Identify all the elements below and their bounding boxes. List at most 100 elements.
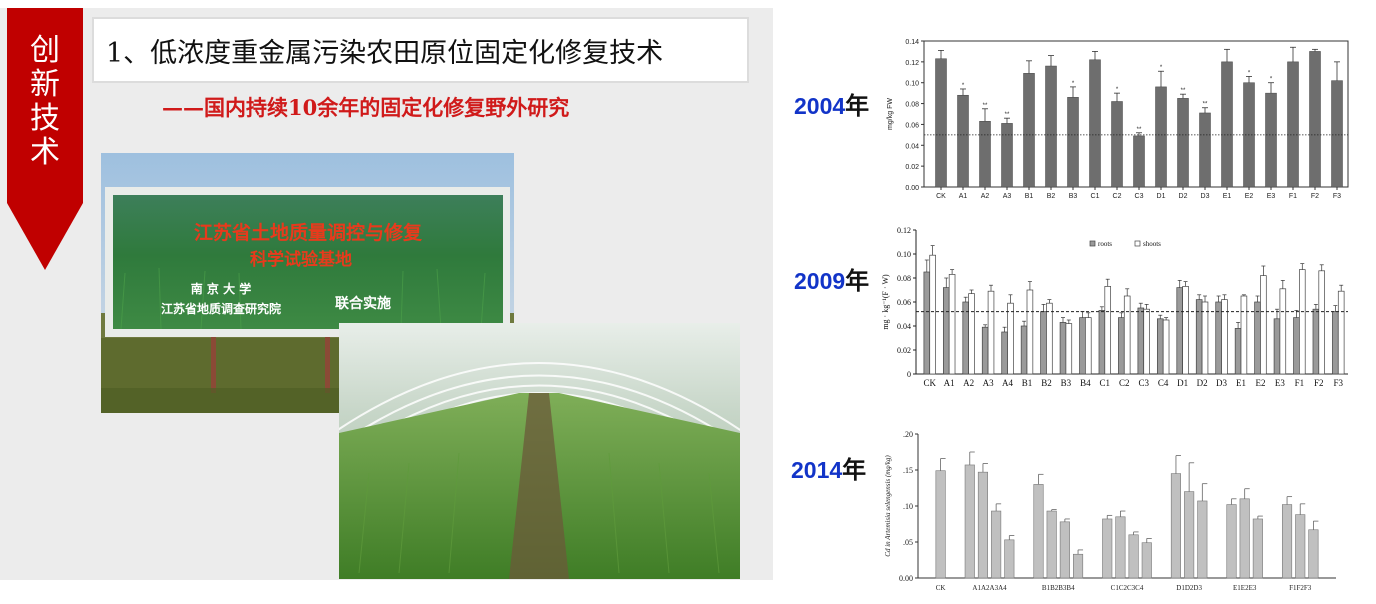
y-tick-label: 0.06 [905, 122, 919, 129]
x-tick-label: C3 [1138, 378, 1149, 388]
chart-2009: 0 0.02 0.04 0.06 0.08 0.10 0.12 mg · kg⁻¹(F · W… [881, 226, 1348, 388]
bar-shoots [1026, 289, 1034, 375]
y-tick-label: 0.14 [905, 39, 919, 46]
bar [935, 470, 946, 579]
x-tick-label: B3 [1069, 193, 1078, 200]
bar-shoots [1299, 269, 1306, 375]
x-tick-label: F1 [1289, 193, 1297, 200]
bar [1295, 514, 1306, 579]
x-tick-label: A4 [1002, 378, 1013, 388]
significance-mark: * [1160, 65, 1163, 71]
x-tick-label: D1 [1157, 193, 1166, 200]
year-label-2014: 2014年 [791, 456, 867, 484]
y-tick-label: 0.10 [905, 81, 919, 88]
y-axis-label: mg · kg⁻¹(F · W) [881, 274, 890, 330]
x-tick-label: D3 [1201, 193, 1210, 200]
bar [1221, 61, 1233, 188]
bar-roots [1059, 322, 1067, 375]
x-group-label: C1C2C3C4 [1111, 584, 1144, 592]
sign-line-1: 江苏省土地质量调控与修复 [194, 221, 423, 244]
bar-shoots [1337, 290, 1345, 375]
significance-mark: ** [1137, 127, 1142, 133]
y-tick-label: .05 [903, 538, 913, 547]
x-tick-label: B1 [1025, 193, 1034, 200]
x-group-label: F1F2F3 [1289, 584, 1312, 592]
significance-mark: ** [983, 103, 988, 109]
x-tick-label: E1 [1223, 193, 1232, 200]
sign-line-3: 南 京 大 学 [191, 281, 252, 296]
bar [1059, 521, 1070, 579]
significance-mark: * [962, 83, 965, 89]
bar-shoots [1162, 319, 1170, 375]
bar-shoots [1085, 317, 1092, 375]
bar [1170, 473, 1181, 579]
bar-shoots [1143, 308, 1150, 375]
bar [1199, 112, 1211, 188]
y-axis-label: Cd in Artemisia selengensis (mg/kg) [884, 455, 892, 557]
bar-roots [962, 301, 969, 375]
bar-roots [1312, 308, 1320, 375]
title-box: 1、低浓度重金属污染农田原位固定化修复技术 [92, 17, 749, 83]
bar [1046, 510, 1057, 579]
significance-mark: * [1072, 81, 1075, 87]
bar [964, 464, 975, 579]
innovation-tab: 创 新 技 术 [7, 8, 83, 270]
chart-2004: 0.00 0.02 0.04 0.06 0.08 0.10 0.12 0.14 mg/kg FW… [887, 39, 1349, 200]
x-tick-label: F3 [1334, 378, 1344, 388]
x-tick-label: A2 [963, 378, 974, 388]
bar-roots [1079, 317, 1086, 375]
bar [1033, 484, 1044, 579]
bar-shoots [1007, 302, 1014, 375]
bar [1001, 123, 1013, 188]
x-tick-label: A1 [959, 193, 968, 200]
bar [1111, 101, 1123, 188]
bar-roots [1001, 331, 1008, 375]
x-tick-label: C2 [1113, 193, 1122, 200]
bar-shoots [1065, 323, 1073, 375]
year-label-2009: 2009年 [794, 267, 870, 295]
y-tick-label: 0.08 [905, 102, 919, 109]
x-group-label: E1E2E3 [1233, 584, 1257, 592]
sign-line-2: 科学试验基地 [250, 249, 352, 270]
x-tick-label: F2 [1311, 193, 1319, 200]
x-tick-label: F2 [1314, 378, 1324, 388]
x-group-label: B1B2B3B4 [1042, 584, 1075, 592]
bar-shoots [1182, 286, 1189, 375]
bar [1197, 500, 1208, 579]
x-tick-label: E3 [1275, 378, 1285, 388]
legend-label-shoots: shoots [1143, 240, 1161, 248]
bar-roots [1176, 287, 1183, 375]
x-tick-label: D1 [1177, 378, 1188, 388]
x-tick-label: A3 [983, 378, 994, 388]
x-tick-label: CK [936, 193, 946, 200]
bar [1115, 516, 1126, 579]
significance-mark: * [1270, 77, 1273, 83]
page-title: 1、低浓度重金属污染农田原位固定化修复技术 [106, 38, 664, 69]
bar [1331, 80, 1343, 188]
bar-shoots [1240, 295, 1248, 375]
x-tick-label: D2 [1197, 378, 1208, 388]
bar [1308, 529, 1319, 579]
x-tick-label: C4 [1158, 378, 1169, 388]
bar-shoots [968, 293, 975, 375]
bar-roots [1332, 311, 1339, 375]
bar-roots [1254, 301, 1261, 375]
x-tick-label: E2 [1245, 193, 1254, 200]
bar-shoots [1104, 286, 1112, 375]
x-tick-label: E2 [1255, 378, 1265, 388]
bar-shoots [948, 274, 956, 375]
bar-shoots [1123, 295, 1131, 375]
bar-shoots [1279, 288, 1287, 375]
y-tick-label: 0.02 [897, 346, 911, 355]
sign-line-4: 江苏省地质调查研究院 [161, 301, 281, 316]
x-tick-label: A2 [981, 193, 990, 200]
year-label-2004: 2004年 [794, 92, 870, 120]
y-tick-label: 0.10 [897, 250, 911, 259]
bar-shoots [1201, 301, 1209, 375]
bar [1155, 86, 1167, 188]
bar [1265, 92, 1277, 188]
y-tick-label: 0.00 [905, 185, 919, 192]
x-tick-label: A1 [944, 378, 955, 388]
bar [1089, 59, 1101, 188]
x-tick-label: D3 [1216, 378, 1227, 388]
